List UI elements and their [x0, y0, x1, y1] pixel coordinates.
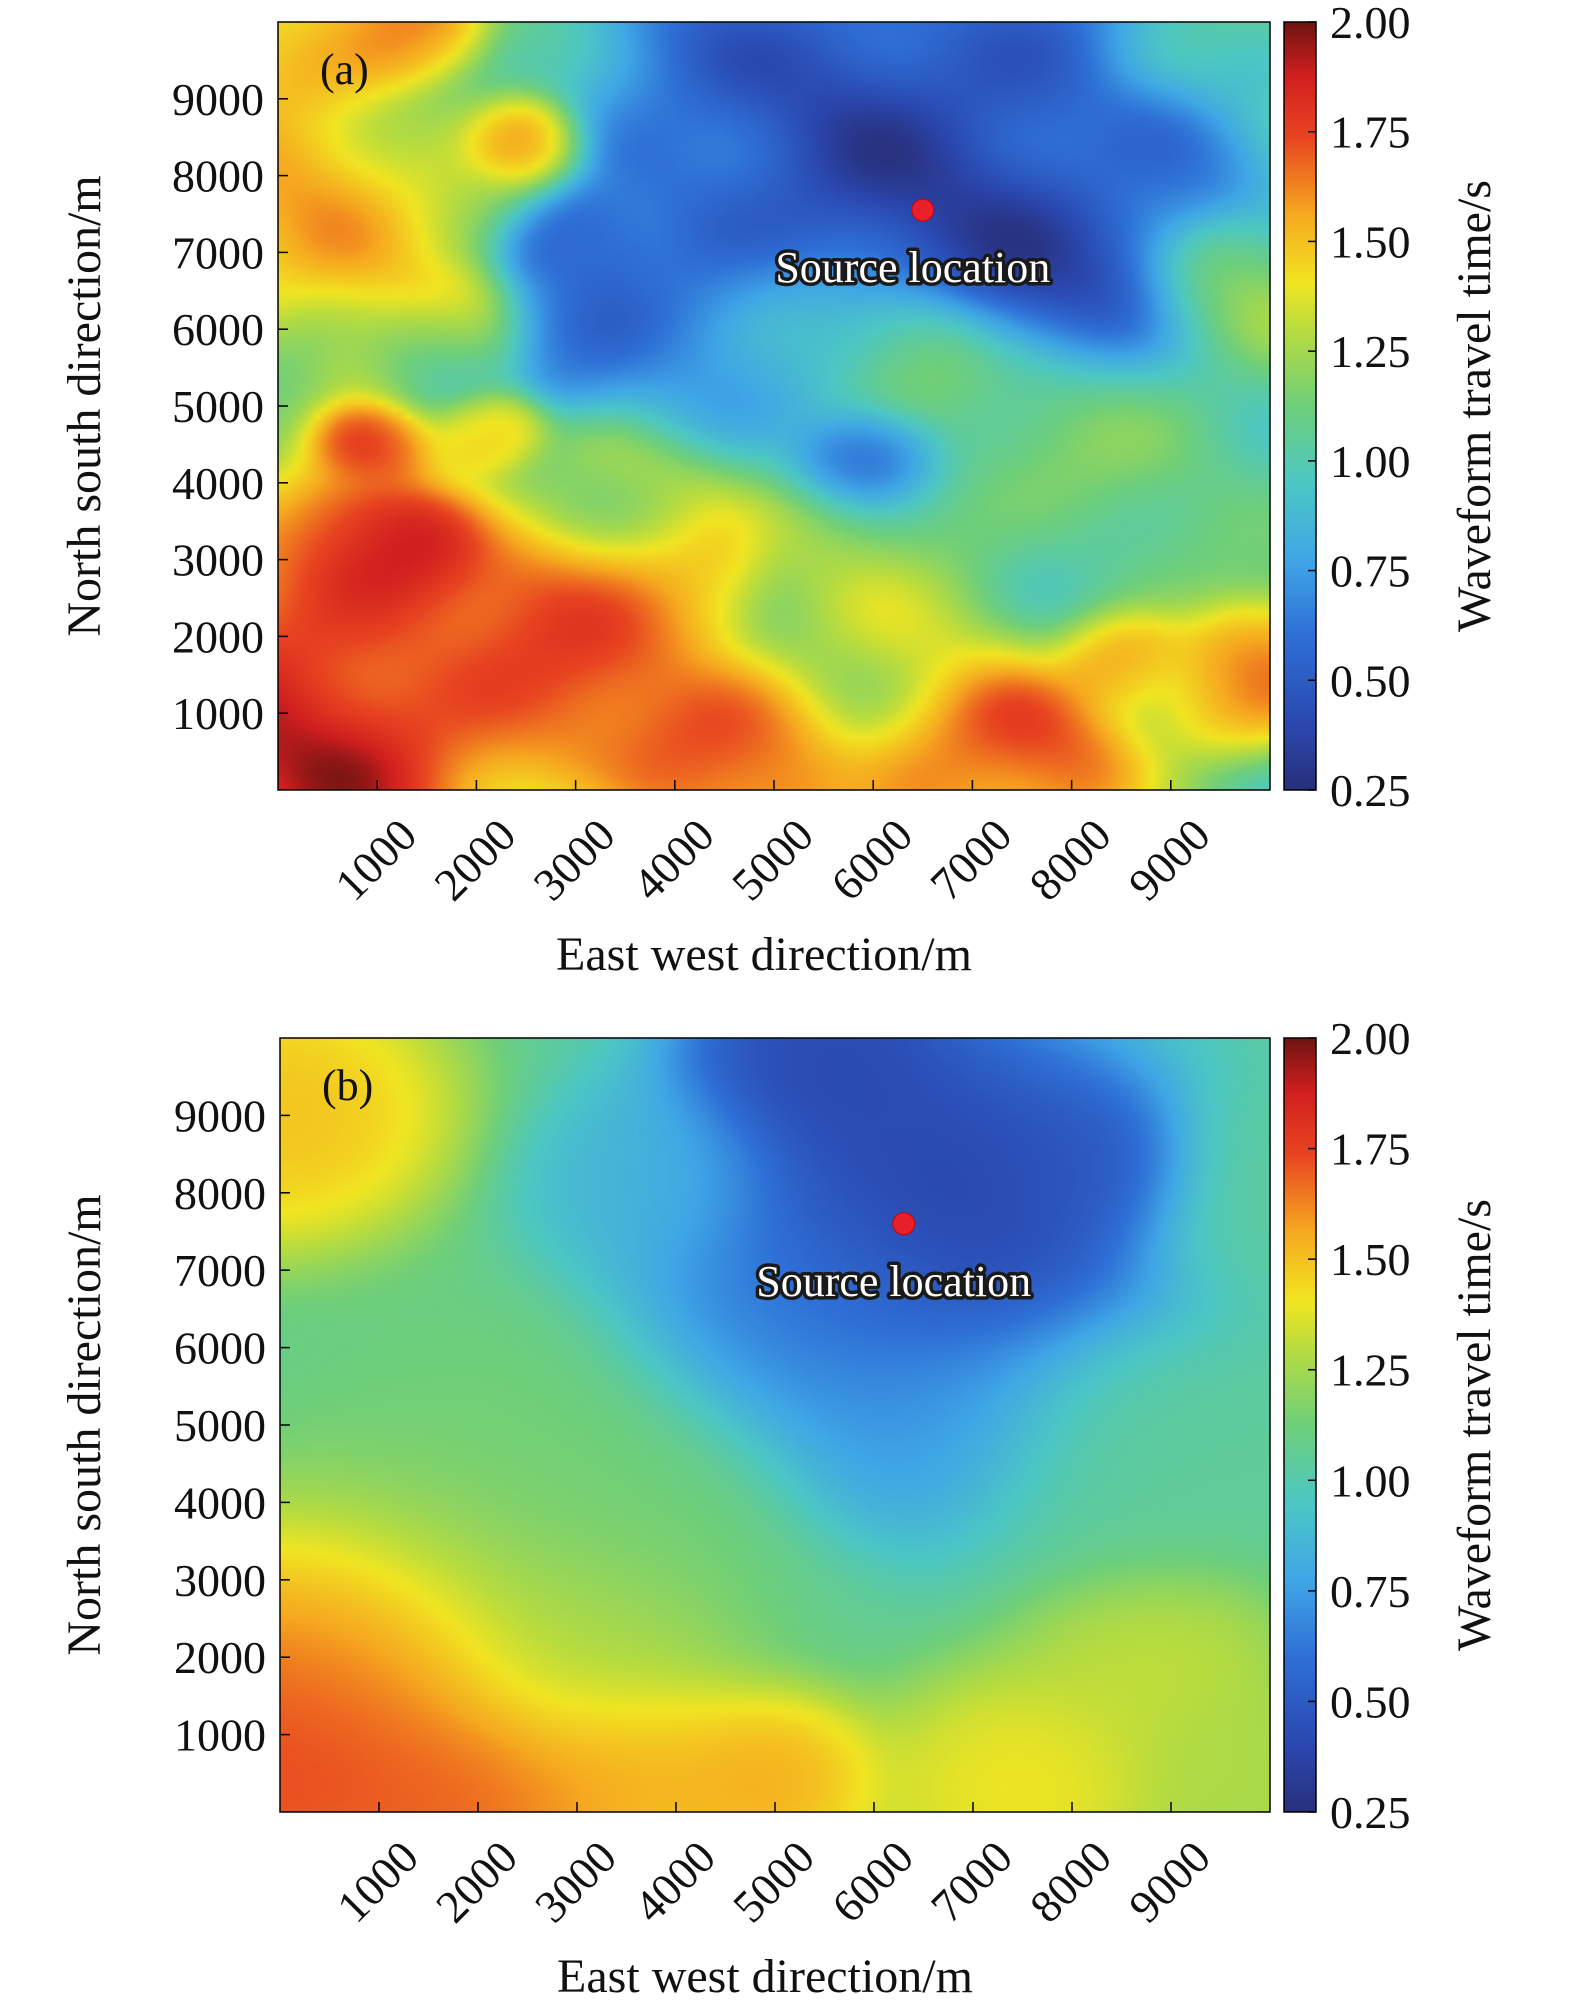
colorbar-tick-label: 0.75 [1330, 1566, 1411, 1617]
x-tick-label: 1000 [325, 809, 426, 910]
y-tick-label: 7000 [174, 1245, 266, 1296]
colorbar-tick-label: 0.75 [1330, 546, 1411, 597]
y-tick-label: 9000 [172, 74, 264, 125]
y-tick-label: 9000 [174, 1090, 266, 1141]
y-tick-label: 6000 [174, 1323, 266, 1374]
x-tick-label: 9000 [1119, 809, 1220, 910]
x-tick-label: 7000 [920, 809, 1021, 910]
x-tick-label: 8000 [1020, 1831, 1121, 1932]
colorbar-tick-label: 0.50 [1330, 655, 1411, 706]
x-tick-label: 7000 [921, 1831, 1022, 1932]
x-tick-label: 4000 [624, 1831, 725, 1932]
y-axis-label: North south direction/m [58, 175, 111, 636]
colorbar-tick-label: 1.75 [1330, 107, 1411, 158]
y-tick-label: 3000 [172, 535, 264, 586]
colorbar-label: Waveform travel time/s [1448, 180, 1501, 632]
x-tick-label: 4000 [623, 809, 724, 910]
x-axis-label: East west direction/m [557, 1950, 973, 2003]
heatmap-image [278, 22, 1270, 790]
panel-label: (b) [322, 1061, 373, 1110]
heatmap-panel-a: 1000200030004000500060007000800090001000… [58, 0, 1501, 981]
source-location-marker [892, 1212, 916, 1236]
colorbar-tick-label: 1.25 [1330, 326, 1411, 377]
colorbar-tick-label: 2.00 [1330, 1013, 1411, 1064]
colorbar-tick-label: 1.00 [1330, 436, 1411, 487]
colorbar-tick-label: 0.25 [1330, 765, 1411, 816]
y-tick-label: 5000 [172, 381, 264, 432]
y-tick-label: 8000 [172, 151, 264, 202]
y-tick-label: 3000 [174, 1555, 266, 1606]
source-location-label: Source location [756, 1257, 1031, 1306]
y-tick-label: 1000 [174, 1710, 266, 1761]
colorbar-tick-label: 1.25 [1330, 1345, 1411, 1396]
source-location-label: Source location [775, 243, 1050, 292]
colorbar-tick-label: 0.50 [1330, 1676, 1411, 1727]
x-tick-label: 6000 [821, 809, 922, 910]
y-axis-label: North south direction/m [58, 1194, 111, 1655]
colorbar-tick-label: 0.25 [1330, 1787, 1411, 1838]
colorbar-label: Waveform travel time/s [1448, 1199, 1501, 1651]
y-tick-label: 4000 [174, 1477, 266, 1528]
colorbar-tick-label: 1.50 [1330, 1234, 1411, 1285]
colorbar [1283, 1037, 1317, 1813]
x-tick-label: 3000 [525, 1831, 626, 1932]
y-tick-label: 5000 [174, 1400, 266, 1451]
heatmap-panel-b: 1000200030004000500060007000800090001000… [58, 1013, 1501, 2003]
x-tick-label: 5000 [723, 1831, 824, 1932]
x-tick-label: 5000 [722, 809, 823, 910]
colorbar [1283, 21, 1317, 791]
y-tick-label: 7000 [172, 227, 264, 278]
y-tick-label: 8000 [174, 1168, 266, 1219]
colorbar-tick-label: 1.50 [1330, 216, 1411, 267]
x-tick-label: 2000 [426, 1831, 527, 1932]
x-tick-label: 1000 [327, 1831, 428, 1932]
source-location-marker [911, 198, 935, 222]
x-tick-label: 3000 [524, 809, 625, 910]
heatmap-image [280, 1038, 1270, 1812]
x-axis-label: East west direction/m [556, 928, 972, 981]
y-tick-label: 2000 [174, 1632, 266, 1683]
x-tick-label: 6000 [822, 1831, 923, 1932]
x-tick-label: 8000 [1020, 809, 1121, 910]
y-tick-label: 4000 [172, 458, 264, 509]
y-tick-label: 2000 [172, 611, 264, 662]
colorbar-tick-label: 1.75 [1330, 1124, 1411, 1175]
panel-label: (a) [320, 45, 369, 94]
colorbar-tick-label: 2.00 [1330, 0, 1411, 48]
x-tick-label: 9000 [1119, 1831, 1220, 1932]
colorbar-tick-label: 1.00 [1330, 1455, 1411, 1506]
x-tick-label: 2000 [424, 809, 525, 910]
y-tick-label: 6000 [172, 304, 264, 355]
y-tick-label: 1000 [172, 688, 264, 739]
